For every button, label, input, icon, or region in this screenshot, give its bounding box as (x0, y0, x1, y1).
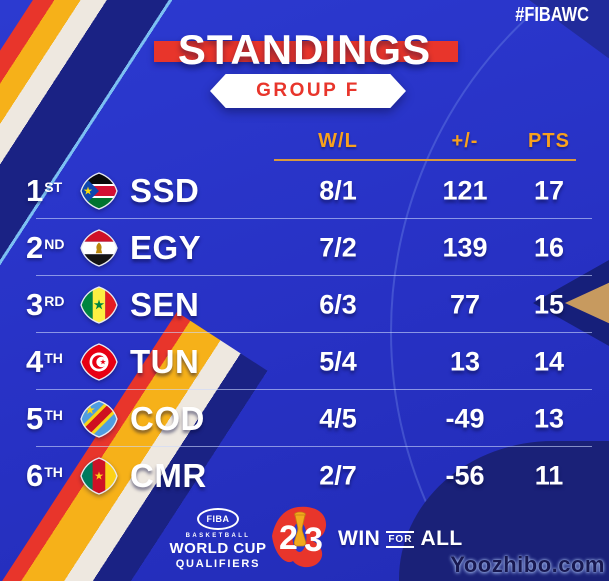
win-for-all-logo: WIN FOR ALL (338, 527, 463, 551)
flag-south-sudan-icon (80, 171, 118, 210)
wl-value: 7/2 (319, 232, 357, 262)
table-row: 6TH CMR 2/7 -56 11 (0, 447, 609, 504)
table-row: 4TH TUN 5/4 13 14 (0, 333, 609, 390)
diff-value: 121 (442, 175, 488, 205)
worldcup-23-logo-icon: 2 3 (272, 506, 327, 568)
column-header-wl: W/L (318, 130, 358, 152)
rank-label: 5TH (26, 400, 63, 436)
fiba-worldcup-label: WORLD CUP (169, 540, 267, 557)
team-code: CMR (130, 456, 207, 494)
team-code: COD (130, 399, 205, 437)
team-code: SSD (130, 171, 200, 209)
pts-value: 17 (533, 175, 565, 205)
hashtag-label: #FIBAWC (515, 4, 589, 26)
page-title: STANDINGS (177, 26, 432, 73)
flag-egypt-icon (80, 228, 118, 267)
header-underline (274, 159, 576, 161)
diff-value: -56 (445, 460, 485, 490)
wl-value: 2/7 (319, 460, 357, 490)
watermark: Yoozhibo.com (450, 552, 605, 577)
background-arc (390, 0, 609, 581)
pts-value: 15 (533, 289, 565, 319)
pts-value: 14 (533, 346, 565, 376)
group-label: GROUP F (256, 80, 360, 101)
table-row: 5TH COD 4/5 -49 13 (0, 390, 609, 447)
column-header-pts: PTS (528, 130, 570, 152)
flag-tunisia-icon (80, 342, 118, 381)
fiba-qualifiers-label: QUALIFIERS (175, 558, 261, 570)
table-row: 3RD SEN 6/3 77 15 (0, 276, 609, 333)
for-label: FOR (386, 530, 415, 548)
table-row: 1ST SSD 8/1 121 17 (0, 162, 609, 219)
column-header-diff: +/- (451, 130, 479, 152)
standings-table: 1ST SSD 8/1 121 17 2ND (0, 162, 609, 504)
pts-value: 16 (533, 232, 565, 262)
diff-value: 139 (442, 232, 488, 262)
fiba-qualifiers-logo: FIBA BASKETBALL WORLD CUP QUALIFIERS (168, 508, 268, 570)
flag-dr-congo-icon (80, 399, 118, 438)
svg-text:2: 2 (279, 519, 298, 557)
team-code: EGY (130, 228, 202, 266)
diff-value: -49 (445, 403, 485, 433)
right-arrow-inner-wedge (565, 280, 609, 326)
wl-value: 6/3 (319, 289, 357, 319)
rank-label: 4TH (26, 343, 63, 379)
wl-value: 4/5 (319, 403, 357, 433)
pts-value: 13 (533, 403, 565, 433)
win-label: WIN (338, 527, 381, 550)
title-red-bar (154, 41, 458, 62)
fiba-basketball-label: BASKETBALL (185, 533, 251, 539)
flag-cameroon-icon (80, 456, 118, 495)
all-label: ALL (420, 527, 463, 550)
diff-value: 77 (449, 289, 481, 319)
rank-label: 6TH (26, 457, 63, 493)
team-code: TUN (130, 342, 200, 380)
group-pill: GROUP F (210, 74, 406, 108)
table-row: 2ND EGY 7/2 139 16 (0, 219, 609, 276)
team-code: SEN (130, 285, 200, 323)
rank-label: 1ST (26, 172, 63, 208)
fiba-oval-logo: FIBA (197, 508, 239, 530)
pts-value: 11 (534, 460, 564, 490)
group-badge: GROUP F (210, 74, 406, 108)
flag-senegal-icon (80, 285, 118, 324)
wl-value: 8/1 (319, 175, 357, 205)
diff-value: 13 (449, 346, 481, 376)
wl-value: 5/4 (319, 346, 357, 376)
rank-label: 3RD (26, 286, 65, 322)
rank-label: 2ND (26, 229, 65, 265)
svg-text:3: 3 (304, 521, 323, 559)
